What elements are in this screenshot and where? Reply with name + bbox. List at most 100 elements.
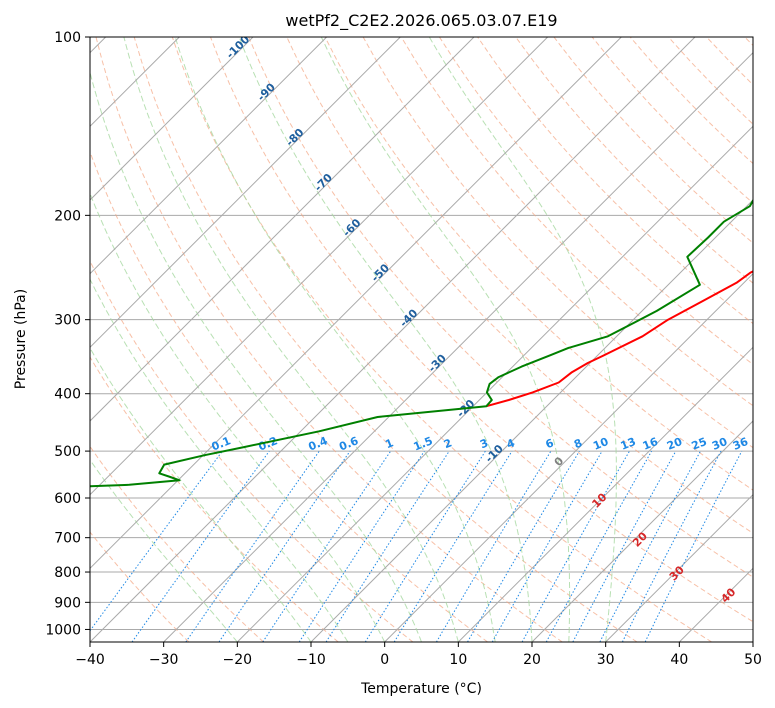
mixing-ratio-line <box>262 450 392 642</box>
isotherm-label: -60 <box>340 216 363 239</box>
dry-adiabat <box>438 37 753 366</box>
mixing-ratio-label: 30 <box>710 435 729 453</box>
dry-adiabat <box>90 445 264 642</box>
dry-adiabat <box>248 37 753 578</box>
theta-label: 0 <box>552 454 567 469</box>
isotherm-line <box>90 37 549 496</box>
plot-frame <box>89 36 754 643</box>
moist-adiabat <box>174 37 496 642</box>
dry-adiabat <box>591 37 753 204</box>
mixing-ratio-line <box>599 450 701 642</box>
mixing-ratio-line <box>521 450 630 642</box>
x-axis-label: Temperature (°C) <box>360 681 482 697</box>
plot-area: 0.1 0.2 0.4 0.6 1 1.5 2 3 4 6 8 10 13 16 20 25 30 36-100-… <box>90 37 753 642</box>
x-tick-label: 0 <box>380 652 389 668</box>
x-tick-label: 50 <box>744 652 762 668</box>
dry-adiabat <box>90 356 339 642</box>
dry-adiabat <box>515 37 753 284</box>
dry-adiabat <box>90 531 190 642</box>
isotherm-line <box>678 567 753 642</box>
mixing-ratio-line <box>131 450 270 642</box>
y-tick-label: 400 <box>54 387 81 403</box>
mixing-ratio-label: 25 <box>690 435 709 453</box>
mixing-ratio-line <box>545 450 653 642</box>
moist-adiabat <box>428 37 617 642</box>
dry-adiabat <box>210 37 753 623</box>
mixing-ratio-label: 13 <box>619 435 638 453</box>
moist-adiabat <box>320 37 571 642</box>
mixing-ratio-label: 36 <box>731 435 750 453</box>
mixing-ratio-line <box>90 450 223 632</box>
mixing-ratio-label: 10 <box>591 435 610 453</box>
x-tick-label: −20 <box>223 652 253 668</box>
x-tick-label: −40 <box>75 652 105 668</box>
isotherm-line <box>605 493 753 642</box>
dry-adiabat <box>668 37 753 125</box>
moist-adiabat <box>123 37 459 642</box>
isotherm-line <box>90 37 475 422</box>
mixing-ratio-label: 3 <box>478 436 490 451</box>
isotherm-line <box>90 37 401 349</box>
y-tick-label: 1000 <box>45 622 81 638</box>
isotherm-line <box>457 346 753 642</box>
moist-adiabat <box>90 347 312 642</box>
moist-adiabat <box>238 37 533 642</box>
dry-adiabat <box>90 259 414 642</box>
mixing-ratio-line <box>467 450 580 642</box>
mixing-ratio-label: 4 <box>505 436 517 451</box>
isotherm-line <box>163 51 753 642</box>
mixing-ratio-label: 2 <box>442 436 454 451</box>
isotherm-line <box>236 125 753 642</box>
y-tick-label: 300 <box>54 313 81 329</box>
moist-adiabat <box>90 70 422 642</box>
isotherm-line <box>90 37 696 642</box>
mixing-ratio-label: 8 <box>572 436 584 451</box>
dry-adiabat <box>706 37 753 86</box>
moist-adiabat <box>90 192 386 642</box>
mixing-ratio-line <box>644 450 743 642</box>
dry-adiabat <box>133 37 638 642</box>
x-tick-label: 20 <box>523 652 541 668</box>
dry-adiabat <box>171 37 712 642</box>
y-tick-label: 500 <box>54 444 81 460</box>
mixing-ratio-label: 16 <box>641 435 660 453</box>
y-tick-label: 200 <box>54 208 81 224</box>
moist-adiabat <box>90 459 238 642</box>
y-tick-label: 700 <box>54 531 81 547</box>
dry-adiabat <box>744 37 753 47</box>
mixing-ratio-line <box>364 450 486 642</box>
mixing-ratio-line <box>185 450 320 642</box>
mixing-ratio-line <box>572 450 677 642</box>
mixing-ratio-line <box>393 450 513 642</box>
mixing-ratio-line <box>621 450 722 642</box>
chart-title: wetPf2_C2E2.2026.065.03.07.E19 <box>285 11 557 31</box>
dry-adiabat <box>400 37 753 407</box>
axes: −40 −30 −20 −10 0 10 20 30 40 5010009008007006005… <box>45 30 762 668</box>
isotherm-label: -40 <box>397 306 420 329</box>
isotherm-line <box>310 199 753 642</box>
mixing-ratio-line <box>325 450 450 642</box>
dry-adiabat <box>90 150 488 642</box>
dry-adiabat <box>553 37 753 244</box>
isotherm-label: -30 <box>426 352 449 375</box>
isotherm-line <box>531 420 753 642</box>
mixing-ratio-line <box>298 450 425 642</box>
x-tick-label: 10 <box>449 652 467 668</box>
x-tick-label: 30 <box>597 652 615 668</box>
mixing-ratio-line <box>435 450 552 642</box>
isotherm-line <box>90 37 328 275</box>
y-axis-label: Pressure (hPa) <box>13 289 29 389</box>
temperature-line <box>486 270 753 408</box>
theta-label: 30 <box>667 563 687 583</box>
isotherm-line <box>90 37 254 201</box>
isotherm-line <box>752 641 753 642</box>
y-tick-label: 900 <box>54 595 81 611</box>
x-tick-label: 40 <box>670 652 688 668</box>
y-tick-label: 600 <box>54 491 81 507</box>
theta-label: 20 <box>630 529 650 549</box>
dry-adiabat <box>324 37 753 491</box>
dry-adiabat <box>95 37 563 642</box>
mixing-ratio-label: 1 <box>383 436 395 451</box>
